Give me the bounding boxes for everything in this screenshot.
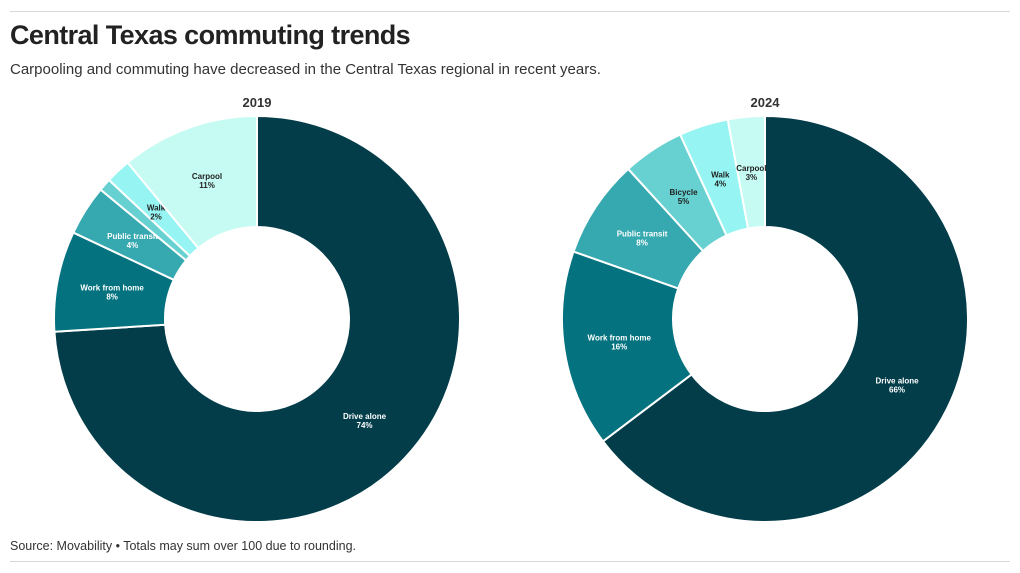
slice-label-public-transit: Public transit 8%	[617, 230, 668, 248]
source-note: Source: Movability • Totals may sum over…	[10, 539, 356, 553]
slice-drive-alone	[53, 115, 461, 523]
bottom-rule	[10, 561, 1010, 562]
slice-label-drive-alone: Drive alone 74%	[343, 412, 387, 430]
slice-label-work-from-home: Work from home 16%	[588, 334, 652, 352]
donut-2019: 2019 Drive alone 74% Work from home 8% Public…	[53, 95, 461, 523]
slice-carpool	[126, 115, 258, 250]
donut-title: 2024	[751, 95, 781, 110]
slice-carpool	[726, 115, 766, 230]
slice-label-work-from-home: Work from home 8%	[80, 283, 144, 301]
slice-label-drive-alone: Drive alone 66%	[875, 377, 919, 395]
chart-subtitle: Carpooling and commuting have decreased …	[10, 61, 601, 78]
slice-label-walk: Walk 2%	[147, 203, 166, 221]
chart-title: Central Texas commuting trends	[10, 20, 411, 50]
slice-label-bicycle: Bicycle 5%	[670, 188, 699, 206]
slice-label-walk: Walk 4%	[711, 170, 730, 188]
slice-drive-alone	[602, 115, 969, 523]
top-rule	[10, 11, 1010, 12]
donut-2024: 2024 Drive alone 66% Work from home 16% Publi…	[561, 95, 969, 523]
slice-label-public-transit: Public transit 4%	[107, 232, 158, 250]
slice-work-from-home	[561, 250, 693, 443]
slice-label-carpool: Carpool 3%	[736, 164, 766, 182]
slice-label-carpool: Carpool 11%	[192, 172, 222, 190]
donut-title: 2019	[243, 95, 272, 110]
